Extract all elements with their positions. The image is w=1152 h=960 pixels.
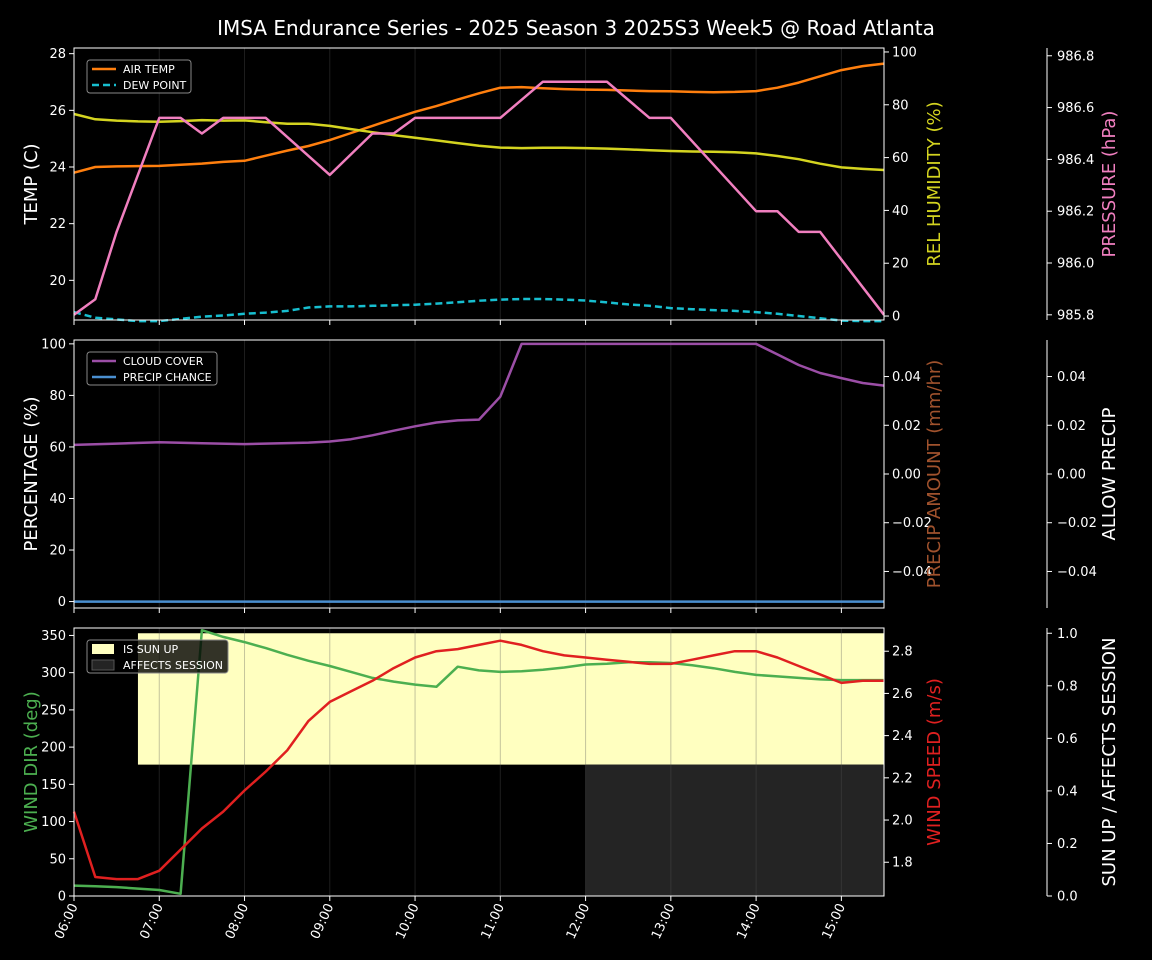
y2-tick-label: 80 <box>892 98 909 113</box>
y-tick-label: 80 <box>49 389 66 404</box>
y-tick-label: 150 <box>41 778 66 793</box>
y3-tick-label: 1.0 <box>1057 627 1078 642</box>
y2-axis-label: WIND SPEED (m/s) <box>924 678 945 846</box>
y-tick-label: 100 <box>41 337 66 352</box>
y3-tick-label: 986.4 <box>1057 153 1094 168</box>
y-tick-label: 200 <box>41 741 66 756</box>
legend-box <box>86 639 229 674</box>
y2-tick-label: 40 <box>892 204 909 219</box>
y-tick-label: 50 <box>49 852 66 867</box>
y3-tick-label: 0.00 <box>1057 468 1086 483</box>
series-wind-dir-line <box>73 628 884 896</box>
y2-tick-label: −0.02 <box>892 516 932 531</box>
y3-tick-label: 985.8 <box>1057 308 1094 323</box>
series-dew-point-line <box>73 297 884 323</box>
y-tick-label: 0 <box>58 595 66 610</box>
y-tick-label: 0 <box>58 890 66 905</box>
legend-label-precip-chance: PRECIP CHANCE <box>123 371 212 384</box>
affects-session-band <box>585 764 884 896</box>
y3-tick-label: 986.8 <box>1057 49 1094 64</box>
y3-tick-label: 0.2 <box>1057 837 1078 852</box>
y3-tick-label: 0.04 <box>1057 370 1086 385</box>
y-tick-label: 28 <box>49 47 66 62</box>
y-axis-label: PERCENTAGE (%) <box>21 396 42 551</box>
chart-title: IMSA Endurance Series - 2025 Season 3 20… <box>217 16 935 40</box>
y-tick-label: 100 <box>41 815 66 830</box>
legend-label-affects-session: AFFECTS SESSION <box>123 659 223 672</box>
y-tick-label: 350 <box>41 629 66 644</box>
y-tick-label: 40 <box>49 492 66 507</box>
y-tick-label: 20 <box>49 544 66 559</box>
y2-tick-label: 0.00 <box>892 468 921 483</box>
legend-label-air-temp: AIR TEMP <box>123 63 175 76</box>
legend-swatch <box>91 659 115 671</box>
y2-tick-label: 2.6 <box>892 687 913 702</box>
y2-tick-label: 2.2 <box>892 771 913 786</box>
legend-label-cloud-cover: CLOUD COVER <box>123 355 204 368</box>
y-tick-label: 250 <box>41 703 66 718</box>
y2-tick-label: 0 <box>892 310 900 325</box>
legend-label-is-sun-up: IS SUN UP <box>123 643 179 656</box>
series-wind-speed-line <box>72 639 884 881</box>
y2-tick-label: 0.04 <box>892 370 921 385</box>
y2-tick-label: 60 <box>892 151 909 166</box>
plot-frame <box>73 47 885 321</box>
y-tick-label: 20 <box>49 274 66 289</box>
y-axis-label: TEMP (C) <box>21 143 42 225</box>
series-pressure-line <box>73 80 885 316</box>
series-rel-humidity-line <box>73 112 885 172</box>
y3-axis-label: SUN UP / AFFECTS SESSION <box>1099 637 1120 886</box>
y3-tick-label: 986.0 <box>1057 257 1094 272</box>
y3-tick-label: 0.02 <box>1057 419 1086 434</box>
y3-tick-label: 0.8 <box>1057 679 1078 694</box>
plot-frame <box>73 627 885 897</box>
legend-label-dew-point: DEW POINT <box>123 79 187 92</box>
y3-tick-label: −0.04 <box>1057 565 1097 580</box>
y3-axis-label: PRESSURE (hPa) <box>1099 111 1120 258</box>
y-tick-label: 24 <box>49 161 66 176</box>
y2-tick-label: 100 <box>892 45 917 60</box>
y3-tick-label: 986.6 <box>1057 101 1094 116</box>
y2-tick-label: 20 <box>892 257 909 272</box>
y2-tick-label: 2.8 <box>892 645 913 660</box>
y3-tick-label: −0.02 <box>1057 516 1097 531</box>
legend-swatch <box>92 644 114 654</box>
y2-tick-label: 2.0 <box>892 814 913 829</box>
y3-tick-label: 0.6 <box>1057 732 1078 747</box>
y3-tick-label: 0.4 <box>1057 784 1078 799</box>
series-air-temp-line <box>73 62 885 174</box>
y2-tick-label: 1.8 <box>892 856 913 871</box>
y-tick-label: 60 <box>49 440 66 455</box>
y2-tick-label: 0.02 <box>892 419 921 434</box>
y2-axis-label: REL HUMIDITY (%) <box>924 101 945 266</box>
y2-tick-label: 2.4 <box>892 729 913 744</box>
y2-axis-label: PRECIP AMOUNT (mm/hr) <box>924 360 945 589</box>
y-tick-label: 22 <box>49 217 66 232</box>
series-cloud-cover-line <box>73 342 885 447</box>
y-tick-label: 26 <box>49 104 66 119</box>
legend-box <box>86 351 218 386</box>
y-tick-label: 300 <box>41 666 66 681</box>
y2-tick-label: −0.04 <box>892 565 932 580</box>
y3-axis-label: ALLOW PRECIP <box>1099 407 1120 540</box>
sun-up-band <box>137 633 884 765</box>
y3-tick-label: 0.0 <box>1057 890 1078 905</box>
y3-tick-label: 986.2 <box>1057 205 1094 220</box>
y-axis-label: WIND DIR (deg) <box>21 691 42 833</box>
